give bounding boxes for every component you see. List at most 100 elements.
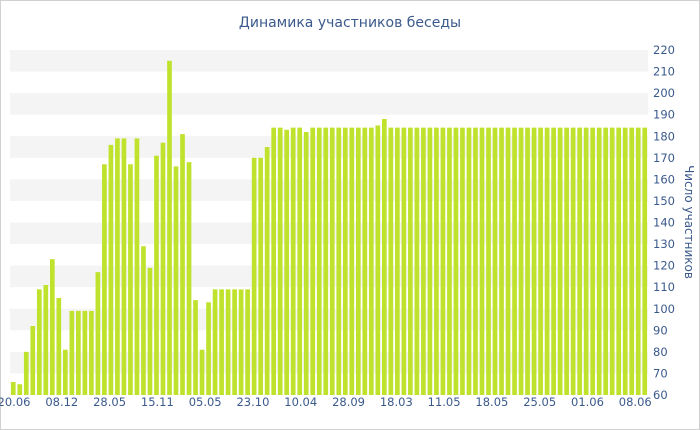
bar xyxy=(36,289,42,395)
x-tick-label: 23.10 xyxy=(236,395,269,409)
bar xyxy=(102,164,107,395)
bar xyxy=(128,164,133,395)
bar xyxy=(141,246,146,395)
bar xyxy=(342,127,348,395)
bar xyxy=(323,127,329,395)
x-axis-ticks: 20.06 08.12 28.05 15.11 05.05 23.10 10.04 28.09… xyxy=(0,395,652,409)
grid-band xyxy=(10,93,648,115)
bar xyxy=(434,127,439,395)
bar xyxy=(76,310,81,395)
bar xyxy=(121,138,127,395)
x-tick-label: 08.12 xyxy=(45,395,78,409)
bar xyxy=(277,127,283,395)
bar xyxy=(258,157,263,395)
bar xyxy=(421,127,426,395)
bar xyxy=(173,166,179,395)
bar xyxy=(89,310,94,395)
bar xyxy=(596,127,602,395)
bar xyxy=(635,127,641,395)
bar xyxy=(570,127,576,395)
y-tick-label: 170 xyxy=(653,151,675,165)
bar xyxy=(544,127,550,395)
bar xyxy=(238,289,244,395)
bar xyxy=(492,127,498,395)
y-tick-label: 110 xyxy=(653,280,675,294)
y-tick-label: 120 xyxy=(653,259,675,273)
x-tick-label: 08.06 xyxy=(619,395,652,409)
bar xyxy=(473,127,478,395)
bar xyxy=(147,267,153,395)
bar xyxy=(284,129,290,395)
bar xyxy=(82,310,88,395)
bar xyxy=(17,384,23,395)
bar xyxy=(440,127,446,395)
y-tick-label: 190 xyxy=(653,108,675,122)
bar xyxy=(388,127,394,395)
y-tick-label: 90 xyxy=(653,323,668,337)
bar xyxy=(447,127,452,395)
bar xyxy=(134,138,140,395)
bar xyxy=(499,127,504,395)
bar xyxy=(115,138,120,395)
bar xyxy=(212,289,218,395)
bar xyxy=(583,127,589,395)
bar xyxy=(551,127,556,395)
bar xyxy=(69,310,75,395)
bar xyxy=(43,285,49,395)
bar xyxy=(368,127,374,395)
bar xyxy=(629,127,635,395)
bar xyxy=(167,60,172,395)
y-tick-label: 150 xyxy=(653,194,675,208)
bar xyxy=(381,119,387,395)
bar xyxy=(251,157,257,395)
bar xyxy=(603,127,609,395)
bar xyxy=(206,302,211,395)
bar xyxy=(290,127,296,395)
bar xyxy=(525,127,530,395)
y-tick-label: 130 xyxy=(653,237,675,251)
bar xyxy=(642,127,648,395)
y-tick-label: 160 xyxy=(653,172,675,186)
bar xyxy=(460,127,465,395)
x-tick-label: 11.05 xyxy=(428,395,461,409)
bar xyxy=(10,382,16,395)
bar xyxy=(414,127,420,395)
y-tick-label: 180 xyxy=(653,129,675,143)
bar xyxy=(427,127,433,395)
x-tick-label: 10.04 xyxy=(284,395,317,409)
bar xyxy=(225,289,231,395)
grid-band xyxy=(10,50,648,72)
bar xyxy=(531,127,537,395)
bar xyxy=(186,162,192,395)
bar xyxy=(154,155,159,395)
bar xyxy=(108,144,114,395)
bar xyxy=(375,125,381,395)
x-tick-label: 28.05 xyxy=(93,395,126,409)
bar xyxy=(232,289,237,395)
bar xyxy=(160,142,166,395)
x-tick-label: 18.05 xyxy=(475,395,508,409)
bar xyxy=(395,127,400,395)
bar xyxy=(622,127,628,395)
bar xyxy=(616,127,622,395)
x-tick-label: 20.06 xyxy=(0,395,30,409)
bar xyxy=(577,127,582,395)
bar xyxy=(512,127,517,395)
bar xyxy=(349,127,355,395)
bar xyxy=(310,127,316,395)
bar xyxy=(180,134,185,395)
bar xyxy=(199,349,205,395)
y-tick-label: 140 xyxy=(653,216,675,230)
bar xyxy=(219,289,224,395)
bar xyxy=(297,127,303,395)
bar xyxy=(329,127,335,395)
bar xyxy=(505,127,511,395)
bar xyxy=(95,272,101,395)
bar xyxy=(271,127,277,395)
bar xyxy=(245,289,250,395)
x-tick-label: 25.05 xyxy=(523,395,556,409)
bar xyxy=(609,127,615,395)
bar xyxy=(479,127,485,395)
bar xyxy=(401,127,407,395)
bar xyxy=(453,127,459,395)
